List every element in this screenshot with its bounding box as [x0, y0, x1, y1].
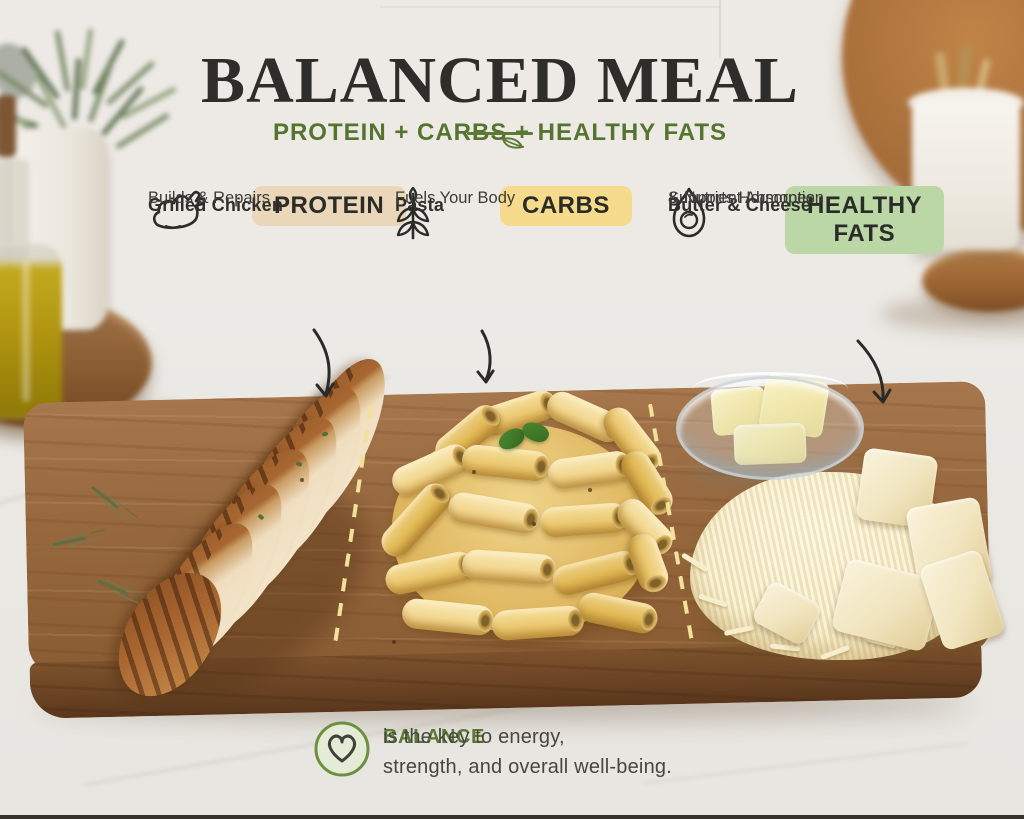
fats-arrow — [856, 339, 892, 404]
protein-food: Grilled Chicken — [148, 195, 284, 215]
carbs-badge: CARBS — [500, 186, 632, 226]
carbs-benefit: Fuels Your Body — [395, 189, 516, 207]
fats-benefit-2: & Nutrient Absorption — [668, 189, 824, 207]
plant-pot — [12, 128, 108, 330]
divider-line — [467, 131, 533, 135]
fats-food: Butter & Cheese — [668, 195, 812, 215]
footer-message: BALANCE is the key to energy, strength, … — [383, 722, 743, 778]
small-wooden-bowl — [922, 248, 1024, 312]
carbs-food: Pasta — [395, 195, 445, 215]
tile-seam — [719, 0, 721, 58]
olive-oil-bottle — [0, 158, 30, 262]
image-bottom-edge — [0, 815, 1024, 819]
protein-arrow — [312, 328, 335, 398]
page-title: BALANCED MEAL — [201, 44, 799, 117]
carbs-arrow — [476, 329, 495, 384]
footer-highlight: BALANCE — [383, 726, 485, 748]
protein-benefit: Builds & Repairs — [148, 189, 270, 207]
footer-line2: strength, and overall well-being. — [383, 756, 672, 778]
fats-benefit: Supports Hormones — [668, 189, 815, 207]
protein-badge: PROTEIN — [252, 186, 407, 226]
tile-seam — [380, 6, 720, 8]
footer-line1: is the key to energy, — [383, 726, 565, 748]
